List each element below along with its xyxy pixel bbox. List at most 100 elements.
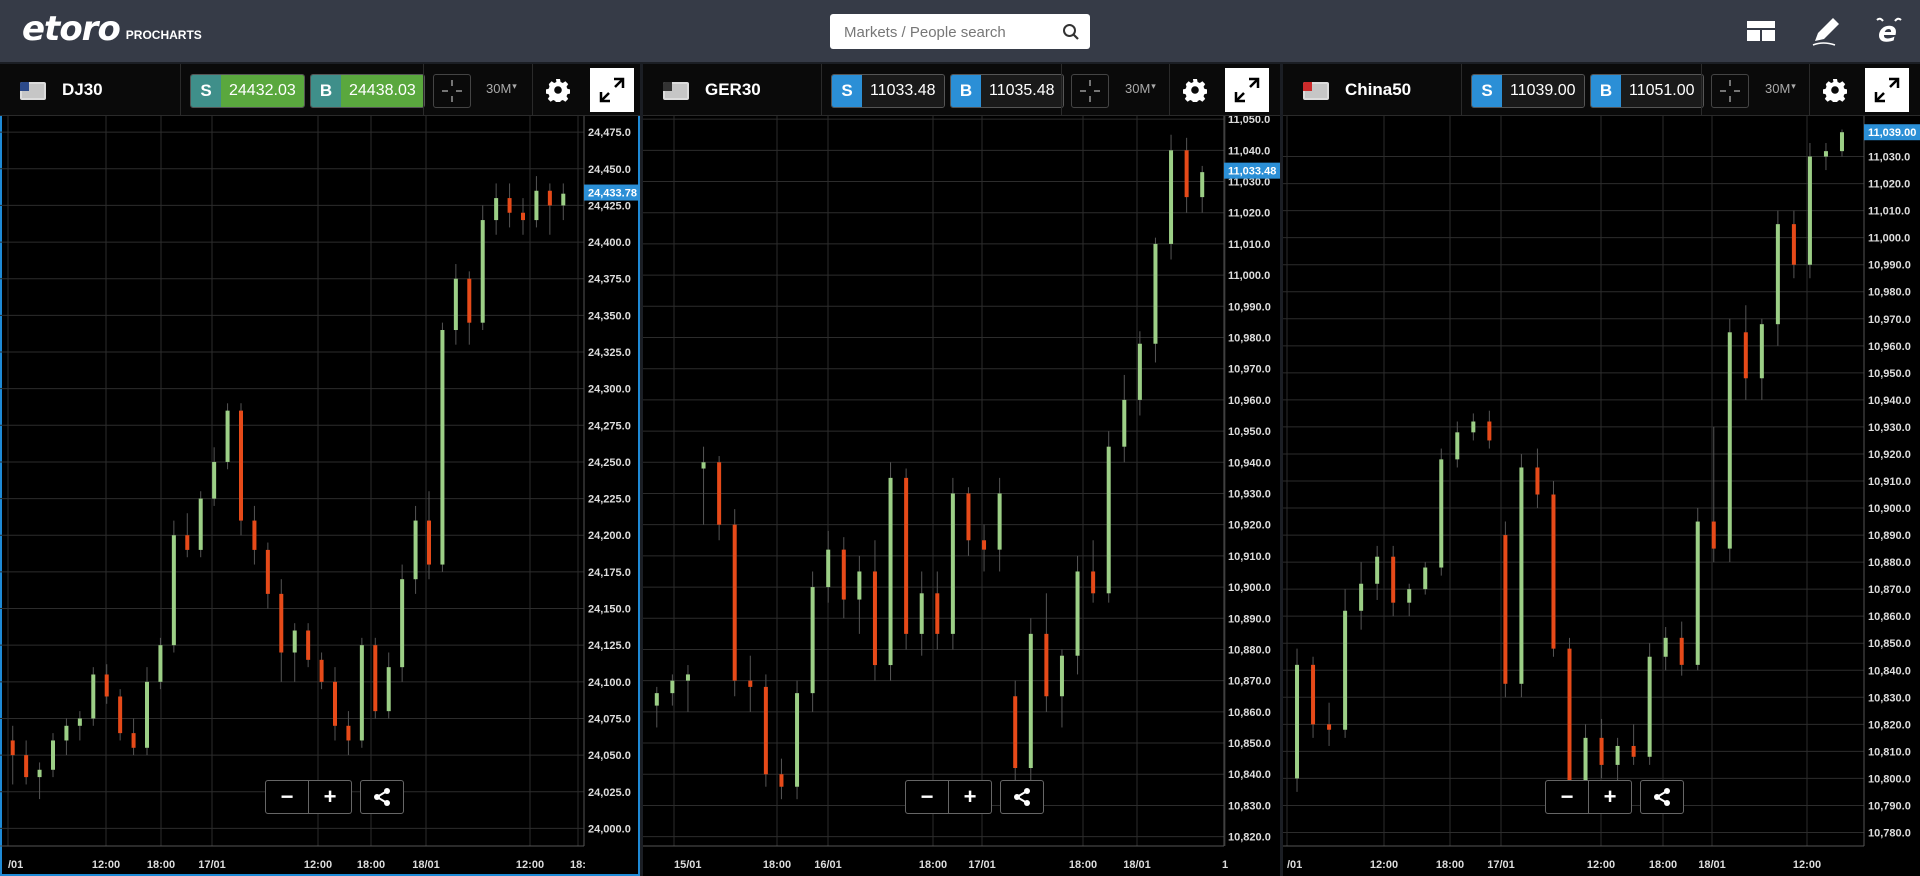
etoro-e-icon[interactable]: e xyxy=(1872,14,1906,48)
chart-panel-china50[interactable]: China50 S 11039.00 B 11051.00 30M▾ 11,03… xyxy=(1283,64,1920,876)
y-tick-label: 24,175.0 xyxy=(588,567,631,579)
candle-body xyxy=(1695,521,1700,665)
buy-button[interactable]: B 24438.03 xyxy=(310,74,425,108)
instrument-name[interactable]: China50 xyxy=(1345,80,1412,99)
candle-body xyxy=(1743,332,1748,379)
x-tick-label: 18/01 xyxy=(1698,859,1726,871)
candle-body xyxy=(158,645,163,682)
candle-body xyxy=(763,686,768,775)
sell-button[interactable]: S 24432.03 xyxy=(190,74,305,108)
expand-button[interactable] xyxy=(1225,68,1269,112)
x-tick-label: 17/01 xyxy=(198,859,226,871)
buy-button[interactable]: B 11035.48 xyxy=(950,74,1064,108)
candle-body xyxy=(1153,243,1158,344)
candle-body xyxy=(467,278,472,323)
crosshair-button[interactable] xyxy=(1071,74,1109,108)
candle-body xyxy=(654,693,659,706)
share-button[interactable] xyxy=(360,780,404,814)
current-price-label: 11,039.00 xyxy=(1868,127,1916,139)
instrument-name[interactable]: GER30 xyxy=(705,80,761,99)
sell-button[interactable]: S 11033.48 xyxy=(831,74,945,108)
instrument-name[interactable]: DJ30 xyxy=(62,80,103,99)
candle-body xyxy=(118,696,123,734)
y-tick-label: 24,100.0 xyxy=(588,677,631,689)
pencil-icon[interactable] xyxy=(1809,14,1843,48)
candle-body xyxy=(1455,432,1460,460)
candle-body xyxy=(413,520,418,580)
candle-body xyxy=(997,493,1002,550)
candle-body xyxy=(1487,421,1492,441)
chart-panel-dj30[interactable]: DJ30 S 24432.03 B 24438.03 30M▾ 24,475.0… xyxy=(0,64,640,876)
etoro-logo[interactable]: etoro PROCHARTS xyxy=(22,12,202,46)
candle-body xyxy=(1013,696,1018,769)
expand-icon xyxy=(1874,77,1900,103)
candle-body xyxy=(717,462,722,525)
y-tick-label: 10,940.0 xyxy=(1228,457,1271,469)
y-tick-label: 10,820.0 xyxy=(1868,719,1911,731)
candle-body xyxy=(561,193,566,206)
candle-body xyxy=(779,774,784,787)
zoom-out-button[interactable]: − xyxy=(905,780,949,814)
y-tick-label: 10,980.0 xyxy=(1868,287,1911,299)
zoom-in-button[interactable]: + xyxy=(309,780,352,814)
candle-body xyxy=(185,535,190,550)
sell-button[interactable]: S 11039.00 xyxy=(1471,74,1585,108)
zoom-out-button[interactable]: − xyxy=(265,780,309,814)
crosshair-button[interactable] xyxy=(1711,74,1749,108)
zoom-in-button[interactable]: + xyxy=(1589,780,1632,814)
expand-button[interactable] xyxy=(590,68,634,112)
search-icon[interactable] xyxy=(1062,23,1080,41)
share-icon xyxy=(1654,788,1670,806)
candle-body xyxy=(333,681,337,726)
gear-icon[interactable] xyxy=(1823,78,1847,102)
y-tick-label: 10,940.0 xyxy=(1868,395,1911,407)
y-tick-label: 10,850.0 xyxy=(1228,738,1271,750)
x-tick-label: 12:00 xyxy=(92,859,120,871)
candle-body xyxy=(904,477,909,634)
x-tick-label: 18/01 xyxy=(1123,859,1151,871)
gear-icon[interactable] xyxy=(546,78,570,102)
y-tick-label: 11,000.0 xyxy=(1228,270,1270,282)
y-tick-label: 10,920.0 xyxy=(1228,520,1271,532)
crosshair-button[interactable] xyxy=(433,74,471,108)
candle-body xyxy=(1567,648,1572,792)
candle-body xyxy=(1184,150,1189,198)
candle-body xyxy=(919,593,924,634)
y-tick-label: 10,890.0 xyxy=(1868,530,1911,542)
layout-icon[interactable] xyxy=(1744,14,1778,48)
y-tick-label: 24,025.0 xyxy=(588,787,631,799)
y-tick-label: 11,010.0 xyxy=(1868,206,1910,218)
candle-body xyxy=(795,693,800,787)
share-button[interactable] xyxy=(1000,780,1044,814)
sell-label: S xyxy=(832,75,862,107)
candle-body xyxy=(239,410,243,521)
timeframe-dropdown[interactable]: 30M▾ xyxy=(1125,81,1156,96)
search-input[interactable] xyxy=(842,14,1056,51)
timeframe-dropdown[interactable]: 30M▾ xyxy=(1765,81,1796,96)
y-tick-label: 10,820.0 xyxy=(1228,832,1271,844)
y-tick-label: 10,800.0 xyxy=(1868,773,1911,785)
y-tick-label: 24,250.0 xyxy=(588,457,631,469)
y-tick-label: 10,890.0 xyxy=(1228,613,1271,625)
panel-header: China50 S 11039.00 B 11051.00 30M▾ xyxy=(1283,64,1920,116)
buy-button[interactable]: B 11051.00 xyxy=(1590,74,1704,108)
candle-body xyxy=(732,524,737,681)
candle-body xyxy=(1200,172,1205,198)
expand-button[interactable] xyxy=(1865,68,1909,112)
buy-price: 11035.48 xyxy=(981,75,1063,107)
share-icon xyxy=(1014,788,1030,806)
y-tick-label: 24,200.0 xyxy=(588,530,631,542)
y-tick-label: 10,980.0 xyxy=(1228,332,1271,344)
candle-body xyxy=(1551,494,1556,649)
zoom-in-button[interactable]: + xyxy=(949,780,992,814)
timeframe-dropdown[interactable]: 30M▾ xyxy=(486,81,517,96)
share-button[interactable] xyxy=(1640,780,1684,814)
candle-body xyxy=(521,212,525,221)
chart-panel-ger30[interactable]: GER30 S 11033.48 B 11035.48 30M▾ 11,050.… xyxy=(643,64,1280,876)
y-tick-label: 10,870.0 xyxy=(1228,676,1271,688)
y-tick-label: 10,950.0 xyxy=(1868,368,1911,380)
search-box[interactable] xyxy=(830,14,1090,51)
zoom-out-button[interactable]: − xyxy=(1545,780,1589,814)
gear-icon[interactable] xyxy=(1183,78,1207,102)
candle-body xyxy=(1823,151,1828,157)
